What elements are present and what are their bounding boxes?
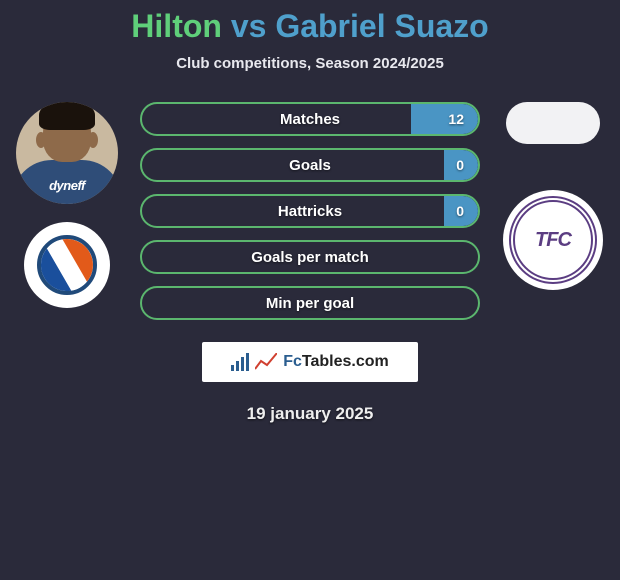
brand-line-icon [255, 353, 277, 371]
main-row: dyneff Matches 12 Goals 0 [0, 102, 620, 320]
date-text: 19 january 2025 [0, 404, 620, 424]
stat-row-matches: Matches 12 [140, 102, 480, 136]
brand-box: FcTables.com [202, 342, 418, 382]
stat-value-p2: 0 [456, 157, 464, 173]
vs-word: vs [231, 8, 267, 44]
stat-value-p2: 0 [456, 203, 464, 219]
stat-row-min-per-goal: Min per goal [140, 286, 480, 320]
brand-bars-icon [231, 353, 249, 371]
stats-column: Matches 12 Goals 0 Hattricks 0 Goals per… [140, 102, 480, 320]
player2-club-badge: TFC [503, 190, 603, 290]
player1-club-badge [24, 222, 110, 308]
infographic-root: Hilton vs Gabriel Suazo Club competition… [0, 0, 620, 424]
stat-row-goals-per-match: Goals per match [140, 240, 480, 274]
stat-label: Hattricks [142, 203, 478, 220]
brand-text: FcTables.com [283, 353, 389, 371]
stat-label: Min per goal [142, 295, 478, 312]
subtitle: Club competitions, Season 2024/2025 [0, 55, 620, 72]
stat-row-hattricks: Hattricks 0 [140, 194, 480, 228]
player2-name: Gabriel Suazo [275, 8, 488, 44]
page-title: Hilton vs Gabriel Suazo [0, 8, 620, 45]
stat-label: Matches [142, 111, 478, 128]
stat-label: Goals [142, 157, 478, 174]
brand-fc: Fc [283, 353, 302, 370]
brand-rest: Tables.com [302, 353, 389, 370]
player1-avatar: dyneff [16, 102, 118, 204]
stat-row-goals: Goals 0 [140, 148, 480, 182]
stat-value-p2: 12 [448, 111, 464, 127]
stat-label: Goals per match [142, 249, 478, 266]
right-side: TFC [498, 102, 608, 290]
player1-name: Hilton [131, 8, 222, 44]
player1-shirt-sponsor: dyneff [16, 178, 118, 193]
player2-avatar-blank [506, 102, 600, 144]
left-side: dyneff [12, 102, 122, 308]
